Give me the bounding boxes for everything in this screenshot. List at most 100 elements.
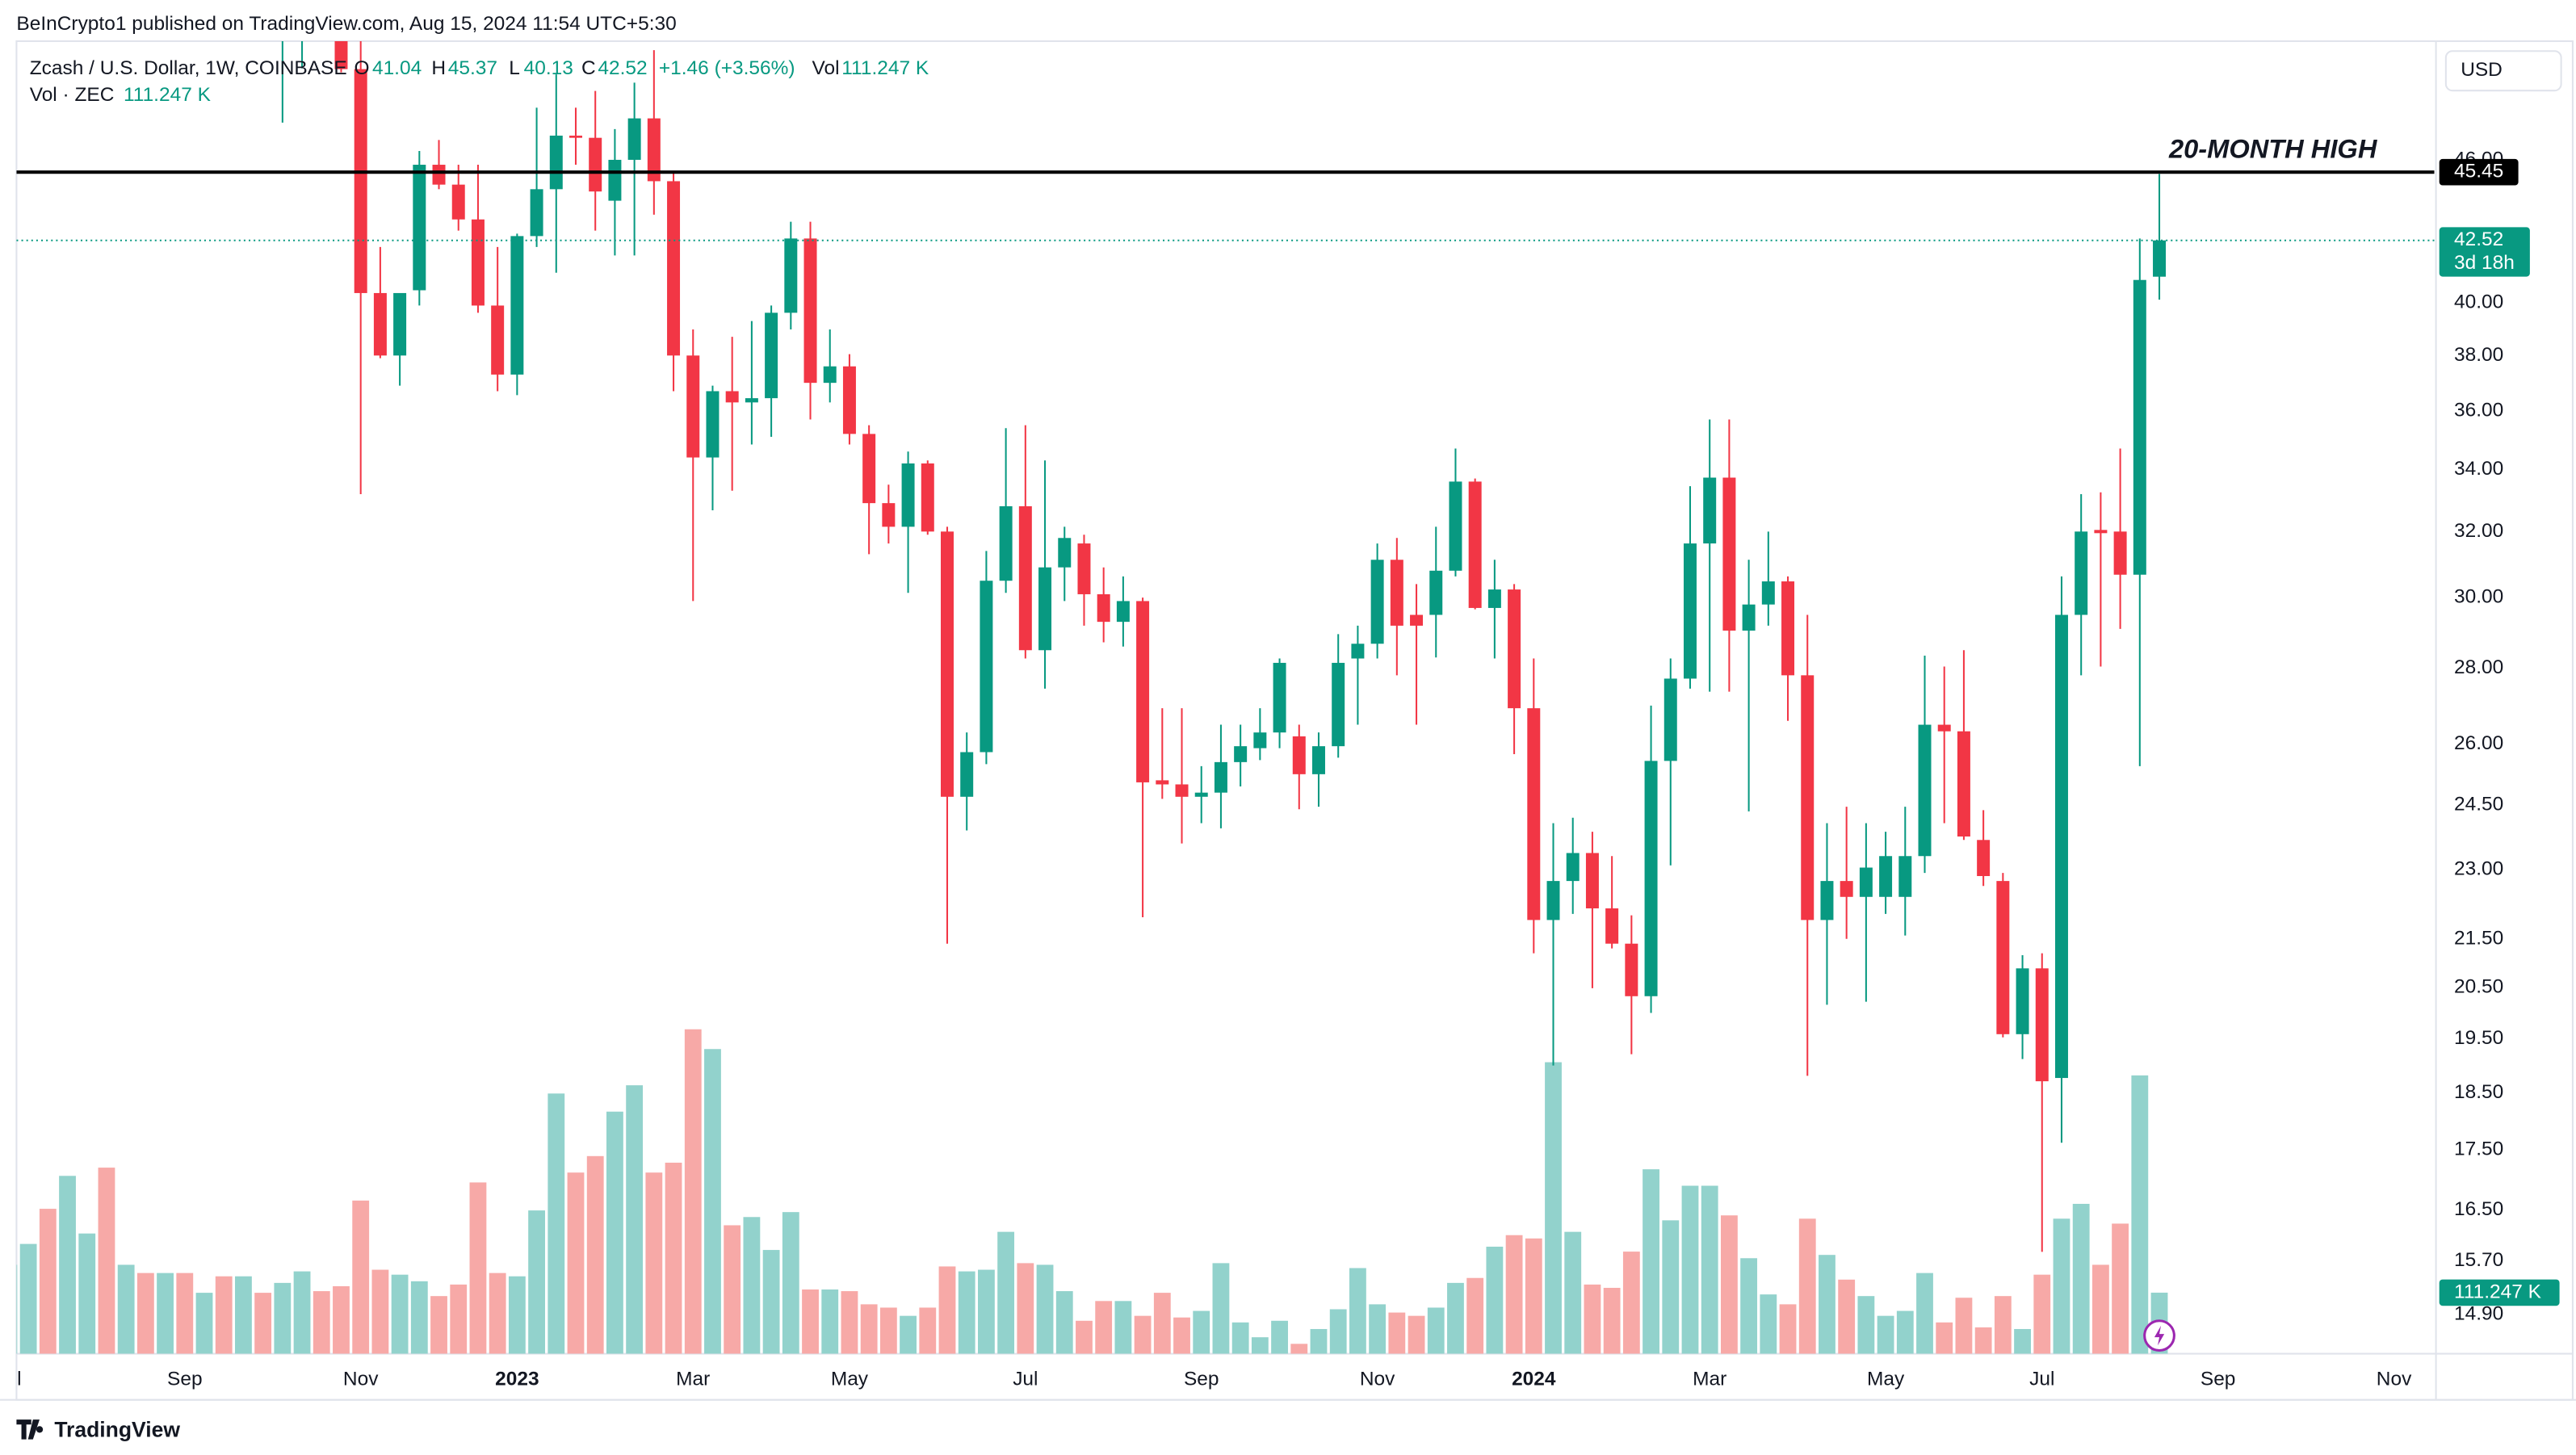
candle-body xyxy=(1351,644,1365,659)
volume-bar xyxy=(1271,1320,1288,1354)
candle-body xyxy=(1370,560,1384,644)
y-tick-label: 40.00 xyxy=(2454,291,2503,313)
y-tick-label: 14.90 xyxy=(2454,1302,2503,1324)
candle-body xyxy=(491,305,505,375)
volume-title: Vol · ZEC xyxy=(30,84,115,106)
candle-body xyxy=(921,463,934,532)
volume-bar xyxy=(978,1269,995,1354)
candle-body xyxy=(334,40,348,69)
published-note: BeInCrypto1 published on TradingView.com… xyxy=(16,13,676,35)
volume-bar xyxy=(19,1243,37,1354)
volume-bar xyxy=(1584,1284,1601,1354)
volume-bar xyxy=(1310,1328,1328,1354)
volume-bar xyxy=(1095,1301,1113,1354)
candle-body xyxy=(1781,581,1795,676)
x-tick-label: Jul xyxy=(0,1369,22,1390)
volume-bar xyxy=(802,1289,819,1354)
candle-body xyxy=(627,118,641,160)
volume-value: 111.247 K xyxy=(124,84,212,106)
candle-body xyxy=(1683,543,1697,679)
x-tick-label: Nov xyxy=(2377,1369,2412,1390)
candle-body xyxy=(706,391,720,458)
candle-body xyxy=(725,391,739,403)
candle-body xyxy=(1194,792,1208,797)
volume-bar xyxy=(1369,1304,1387,1354)
candle-body xyxy=(1840,881,1853,897)
candle-body xyxy=(1077,543,1091,594)
volume-bar xyxy=(313,1291,330,1354)
volume-bar xyxy=(117,1264,135,1354)
volume-bar xyxy=(1545,1062,1562,1354)
candle-body xyxy=(1487,589,1501,608)
volume-bar xyxy=(2014,1328,2031,1354)
volume-bar xyxy=(1681,1185,1699,1354)
volume-bar xyxy=(1388,1312,1406,1354)
high-label: H xyxy=(431,57,446,79)
volume-bar xyxy=(59,1176,76,1354)
candle-body xyxy=(765,312,778,399)
candle-body xyxy=(1820,881,1834,920)
candle-body xyxy=(1175,784,1189,797)
volume-bar xyxy=(2112,1223,2129,1354)
candle-body xyxy=(1038,567,1052,651)
candle-body xyxy=(1311,746,1325,774)
volume-bar xyxy=(1564,1231,1582,1354)
volume-bar xyxy=(1408,1315,1425,1354)
volume-bar xyxy=(489,1273,506,1354)
currency-button[interactable] xyxy=(2444,50,2562,92)
volume-bar xyxy=(430,1296,447,1354)
volume-bar xyxy=(958,1271,975,1354)
y-tick-label: 19.50 xyxy=(2454,1027,2503,1049)
candle-body xyxy=(999,505,1013,581)
level-badge-label: 45.45 xyxy=(2454,161,2503,182)
x-tick-label: Jul xyxy=(1013,1369,1038,1390)
volume-bar xyxy=(626,1085,644,1354)
candle-body xyxy=(1018,505,1032,651)
candle-body xyxy=(2075,531,2088,615)
x-tick-label: Jul xyxy=(2029,1369,2054,1390)
y-tick-label: 18.50 xyxy=(2454,1081,2503,1103)
y-tick-label: 38.00 xyxy=(2454,344,2503,366)
candle-body xyxy=(432,165,446,185)
x-tick-label: 2024 xyxy=(1512,1369,1556,1390)
candle-body xyxy=(1116,601,1130,623)
candle-body xyxy=(1332,662,1345,747)
candle-body xyxy=(784,238,798,313)
volume-bar xyxy=(78,1233,96,1354)
volume-bar xyxy=(1329,1309,1347,1354)
volume-bar xyxy=(2091,1264,2109,1354)
candle-body xyxy=(941,531,954,797)
volume-bar xyxy=(391,1274,409,1354)
volume-bar xyxy=(1798,1218,1816,1354)
candle-body xyxy=(1761,581,1775,605)
volume-bar xyxy=(352,1200,370,1354)
candle-body xyxy=(1292,736,1306,774)
volume-bar xyxy=(333,1285,350,1354)
volume-bar xyxy=(1760,1294,1777,1354)
candle-body xyxy=(549,135,563,190)
candle-body xyxy=(608,159,622,201)
x-tick-label: Nov xyxy=(343,1369,379,1390)
candle-body xyxy=(1566,853,1580,882)
close-value: 42.52 xyxy=(598,57,647,79)
volume-bar xyxy=(1622,1252,1640,1354)
currency-label[interactable]: USD xyxy=(2461,59,2503,81)
volume-bar xyxy=(1231,1322,1249,1354)
brand-name: TradingView xyxy=(54,1417,180,1441)
volume-bar xyxy=(1877,1315,1894,1354)
volume-badge-label: 111.247 K xyxy=(2454,1281,2542,1302)
volume-bar xyxy=(16,1264,18,1354)
candle-body xyxy=(1156,780,1169,785)
level-annotation: 20-MONTH HIGH xyxy=(2168,133,2378,163)
volume-bar xyxy=(1896,1310,1914,1354)
candle-body xyxy=(1937,724,1951,732)
last-price-badge xyxy=(2439,227,2530,277)
volume-bar xyxy=(1290,1344,1308,1354)
volume-bar xyxy=(1134,1315,1152,1354)
volume-bar xyxy=(548,1093,565,1354)
y-tick-label: 23.00 xyxy=(2454,858,2503,880)
open-label: O xyxy=(355,57,370,79)
volume-bar xyxy=(821,1289,839,1354)
candle-body xyxy=(1449,481,1462,571)
